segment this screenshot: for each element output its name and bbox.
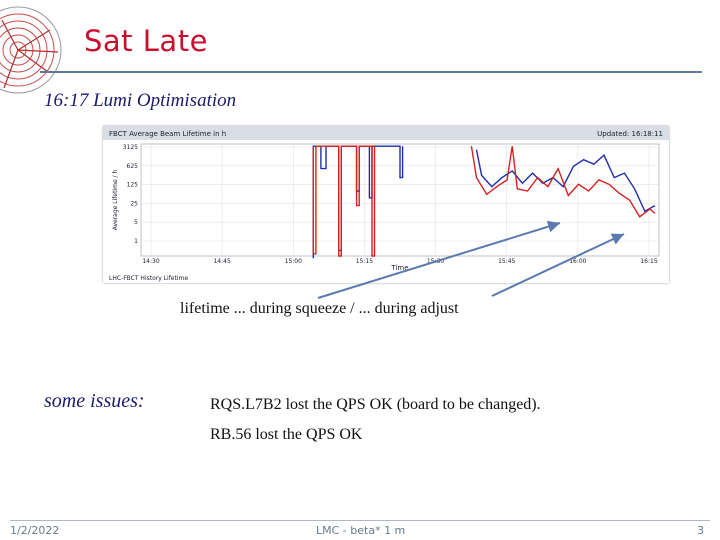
- x-tick-label: 15:00: [285, 258, 302, 265]
- chart-updated: Updated: 16:18:11: [597, 130, 663, 138]
- y-tick-label: 625: [127, 163, 139, 170]
- series-line-red: [312, 145, 376, 257]
- x-tick-label: 14:45: [213, 258, 230, 265]
- footer-divider: [10, 520, 710, 521]
- y-tick-label: 25: [130, 200, 138, 207]
- lifetime-chart: FBCT Average Beam Lifetime in h Updated:…: [103, 126, 669, 283]
- issue-item: RQS.L7B2 lost the QPS OK (board to be ch…: [210, 396, 541, 413]
- x-tick-label: 15:15: [356, 258, 373, 265]
- x-tick-label: 16:00: [569, 258, 586, 265]
- cern-logo: [0, 6, 62, 94]
- slide-title: Sat Late: [84, 24, 208, 58]
- issue-item: RB.56 lost the QPS OK: [210, 426, 363, 443]
- x-tick-label: 14:30: [142, 258, 159, 265]
- lifetime-chart-svg: FBCT Average Beam Lifetime in h Updated:…: [103, 126, 669, 282]
- y-tick-label: 1: [134, 238, 138, 245]
- subtitle-time: 16:17: [44, 90, 89, 111]
- y-ticks: 3125 625 125 25 5 1: [123, 144, 138, 245]
- chart-footer-label: LHC-FBCT History Lifetime: [109, 275, 188, 282]
- x-tick-label: 16:15: [640, 258, 657, 265]
- y-axis-label: Average Lifetime / h: [112, 170, 119, 231]
- page-number: 3: [697, 524, 704, 537]
- chart-title: FBCT Average Beam Lifetime in h: [109, 130, 226, 138]
- footer-date: 1/2/2022: [10, 524, 60, 537]
- chart-header-bar: [103, 126, 669, 140]
- issues-label: some issues:: [44, 390, 145, 412]
- series-line-blue-late: [475, 149, 656, 213]
- slide-subtitle: 16:17 Lumi Optimisation: [44, 90, 236, 112]
- x-tick-label: 15:45: [498, 258, 515, 265]
- y-tick-label: 125: [127, 182, 139, 189]
- subtitle-text: Lumi Optimisation: [93, 90, 237, 111]
- x-tick-label: 15:30: [427, 258, 444, 265]
- x-axis-label: Time: [390, 264, 408, 272]
- series-line-red-late: [470, 146, 656, 218]
- y-tick-label: 3125: [123, 144, 138, 151]
- title-divider: [40, 71, 702, 73]
- y-tick-label: 5: [134, 219, 138, 226]
- footer-title: LMC - beta* 1 m: [316, 524, 406, 537]
- chart-caption: lifetime ... during squeeze / ... during…: [180, 300, 459, 317]
